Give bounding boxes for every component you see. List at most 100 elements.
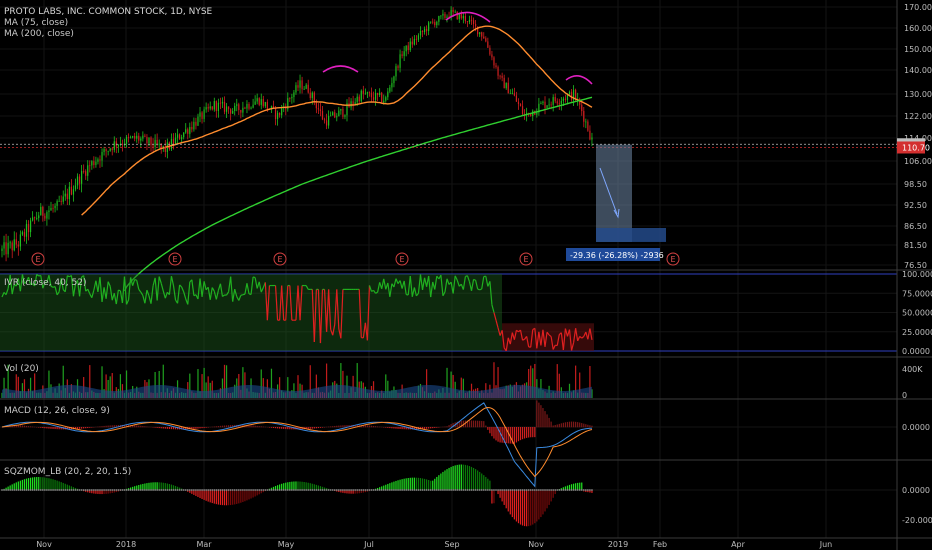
volume-bar bbox=[221, 378, 224, 398]
sqz-dot bbox=[141, 489, 144, 491]
ivr-line bbox=[246, 283, 250, 294]
sqz-dot bbox=[454, 489, 457, 491]
sqz-dot bbox=[388, 489, 391, 491]
candle-body bbox=[379, 92, 381, 95]
macd-histogram-bar bbox=[558, 423, 560, 428]
candle-body bbox=[474, 23, 477, 27]
sqz-dot bbox=[268, 489, 271, 491]
sqz-dot bbox=[168, 489, 171, 491]
ivr-line bbox=[373, 290, 377, 294]
volume-bar bbox=[17, 376, 19, 398]
macd-histogram-bar bbox=[370, 425, 373, 428]
ivr-line bbox=[297, 285, 301, 321]
sqz-bar bbox=[442, 471, 444, 491]
candle-body bbox=[364, 93, 366, 95]
sqz-dot bbox=[23, 489, 26, 491]
candle-body bbox=[107, 150, 109, 152]
sqz-dot bbox=[591, 489, 593, 491]
sqz-bar bbox=[342, 490, 344, 493]
ivr-line bbox=[434, 276, 438, 290]
candle-body bbox=[250, 107, 252, 109]
earnings-marker-label: E bbox=[278, 255, 283, 264]
sqz-bar bbox=[389, 483, 391, 491]
volume-bar bbox=[189, 373, 191, 398]
macd-histogram-bar bbox=[262, 426, 264, 428]
macd-histogram-bar bbox=[489, 427, 491, 434]
macd-histogram-bar bbox=[276, 427, 279, 429]
candle-body bbox=[234, 105, 236, 112]
ivr-line bbox=[530, 329, 534, 348]
sqz-dot bbox=[39, 489, 42, 491]
sqz-dot bbox=[99, 489, 101, 491]
sqz-bar bbox=[432, 480, 434, 491]
sqz-dot bbox=[264, 489, 267, 491]
sqz-dot bbox=[321, 489, 324, 491]
macd-histogram-bar bbox=[170, 427, 173, 430]
x-axis-label: Feb bbox=[653, 540, 667, 549]
sqz-dot bbox=[284, 489, 287, 491]
sqz-bar bbox=[589, 490, 591, 493]
candle-body bbox=[142, 135, 144, 139]
candle-body bbox=[113, 141, 115, 150]
sqz-bar bbox=[340, 490, 342, 493]
sqz-dot bbox=[570, 489, 573, 491]
sqz-dot bbox=[535, 489, 538, 491]
candle-body bbox=[85, 171, 87, 176]
sqz-bar bbox=[107, 490, 109, 494]
sqz-dot bbox=[156, 489, 159, 491]
candle-body bbox=[423, 28, 426, 33]
ivr-line bbox=[160, 283, 164, 292]
sqz-bar bbox=[48, 478, 50, 491]
macd-histogram-bar bbox=[17, 425, 19, 428]
candle-body bbox=[254, 101, 256, 105]
sqz-dot bbox=[519, 489, 522, 491]
macd-histogram-bar bbox=[374, 426, 377, 428]
candle-body bbox=[152, 145, 154, 147]
volume-bar bbox=[48, 370, 50, 398]
sqz-dot bbox=[190, 489, 193, 491]
macd-histogram-bar bbox=[413, 427, 415, 430]
sqz-dot bbox=[225, 489, 228, 491]
macd-histogram-bar bbox=[56, 427, 58, 430]
candle-body bbox=[350, 101, 352, 108]
sqz-bar bbox=[344, 490, 346, 494]
sqz-dot bbox=[448, 489, 450, 491]
sqz-dot bbox=[491, 489, 493, 491]
sqz-dot bbox=[380, 489, 383, 491]
sqz-bar bbox=[252, 490, 254, 498]
macd-histogram-bar bbox=[577, 422, 579, 428]
sqz-dot bbox=[346, 489, 348, 491]
sqz-bar bbox=[15, 482, 17, 491]
sqz-dot bbox=[254, 489, 257, 491]
ivr-line bbox=[191, 279, 195, 296]
macd-histogram-bar bbox=[523, 427, 526, 439]
sqz-bar bbox=[323, 487, 326, 491]
volume-bar bbox=[340, 363, 342, 398]
sqz-bar bbox=[458, 464, 460, 491]
ivr-line bbox=[568, 329, 573, 351]
sqz-tick-label: 0.0000 bbox=[902, 486, 930, 495]
macd-histogram-bar bbox=[583, 423, 585, 428]
volume-bar bbox=[201, 374, 203, 398]
sqz-bar bbox=[309, 483, 311, 491]
candle-body bbox=[105, 149, 107, 152]
ivr-line bbox=[538, 331, 542, 346]
sqz-bar bbox=[234, 490, 236, 505]
sqz-bar bbox=[154, 482, 156, 491]
candle-body bbox=[407, 45, 409, 51]
sqz-dot bbox=[464, 489, 467, 491]
sqz-bar bbox=[191, 490, 193, 494]
ivr-line bbox=[83, 275, 87, 292]
price-axis[interactable]: 170.00160.00150.00140.00130.00122.00114.… bbox=[36, 3, 932, 549]
sqz-dot bbox=[458, 489, 461, 491]
candle-body bbox=[72, 189, 75, 195]
volume-bar bbox=[29, 377, 32, 398]
candle-body bbox=[560, 100, 562, 104]
sqz-bar bbox=[211, 490, 213, 504]
sqz-bar bbox=[260, 490, 262, 494]
volume-bar bbox=[460, 377, 462, 398]
macd-histogram-bar bbox=[168, 427, 171, 429]
ivr-line bbox=[36, 273, 40, 277]
earnings-marker bbox=[519, 252, 533, 266]
